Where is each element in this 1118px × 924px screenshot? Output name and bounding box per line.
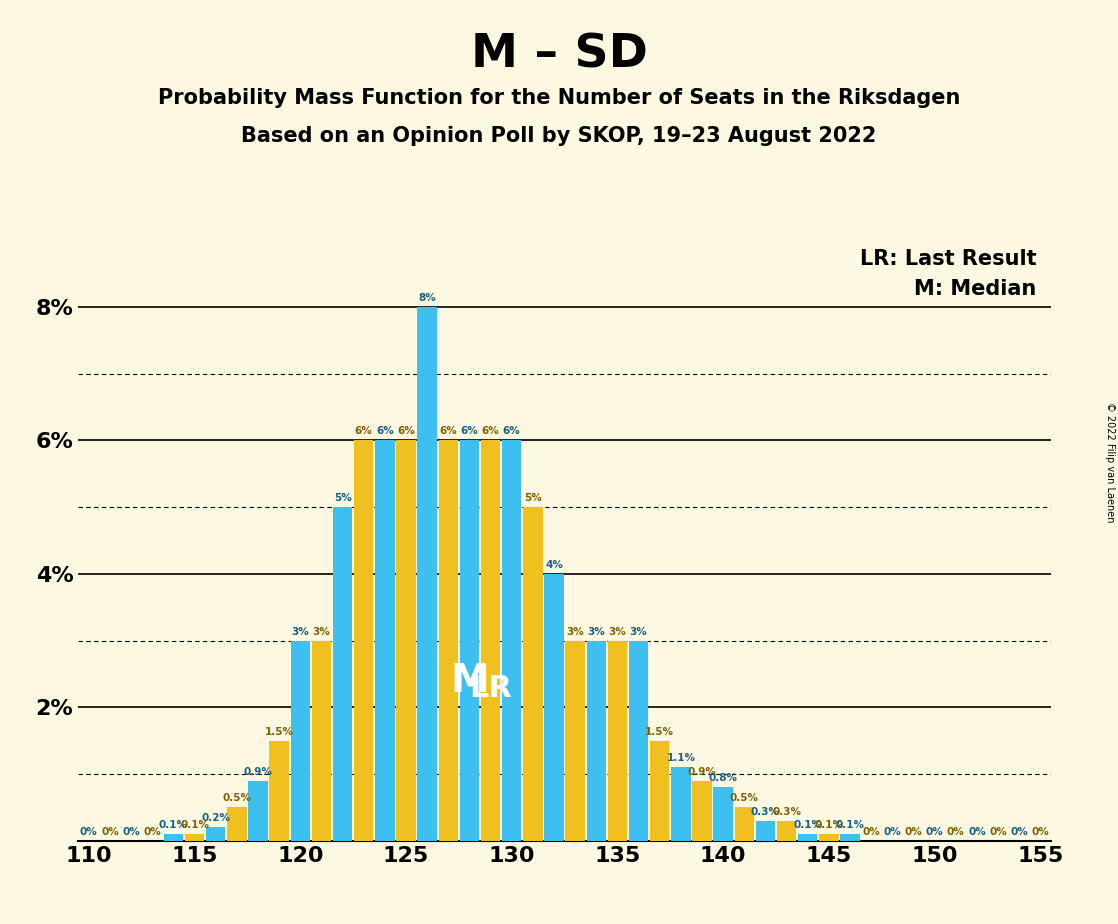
Bar — [376, 441, 395, 841]
Text: 6%: 6% — [397, 427, 415, 436]
Bar — [544, 574, 563, 841]
Bar — [312, 640, 331, 841]
Text: 1.5%: 1.5% — [265, 727, 294, 736]
Bar — [248, 781, 267, 841]
Bar — [291, 640, 310, 841]
Bar — [713, 787, 733, 841]
Text: M: Median: M: Median — [915, 279, 1036, 299]
Text: 0.1%: 0.1% — [794, 821, 822, 830]
Text: 6%: 6% — [354, 427, 372, 436]
Bar — [735, 808, 754, 841]
Text: 0.9%: 0.9% — [688, 767, 717, 777]
Text: 3%: 3% — [587, 626, 605, 637]
Text: M: M — [451, 662, 489, 699]
Text: 0%: 0% — [1011, 827, 1029, 837]
Text: 0.9%: 0.9% — [244, 767, 273, 777]
Text: 0.1%: 0.1% — [159, 821, 188, 830]
Bar — [459, 441, 480, 841]
Text: 3%: 3% — [567, 626, 584, 637]
Text: 3%: 3% — [313, 626, 330, 637]
Text: 0%: 0% — [968, 827, 986, 837]
Bar — [777, 821, 796, 841]
Bar — [650, 741, 670, 841]
Text: 0%: 0% — [80, 827, 97, 837]
Text: 6%: 6% — [503, 427, 521, 436]
Text: 0%: 0% — [947, 827, 965, 837]
Bar — [354, 441, 373, 841]
Text: 0%: 0% — [904, 827, 922, 837]
Text: 0%: 0% — [883, 827, 901, 837]
Bar — [417, 307, 437, 841]
Text: 0.8%: 0.8% — [709, 773, 738, 784]
Text: © 2022 Filip van Laenen: © 2022 Filip van Laenen — [1106, 402, 1115, 522]
Text: 0.1%: 0.1% — [814, 821, 843, 830]
Text: M – SD: M – SD — [471, 32, 647, 78]
Bar — [184, 834, 205, 841]
Text: 0%: 0% — [143, 827, 161, 837]
Bar — [608, 640, 627, 841]
Bar — [269, 741, 288, 841]
Text: 0.5%: 0.5% — [222, 794, 252, 804]
Text: LR: LR — [470, 675, 512, 703]
Text: 3%: 3% — [629, 626, 647, 637]
Text: Probability Mass Function for the Number of Seats in the Riksdagen: Probability Mass Function for the Number… — [158, 88, 960, 108]
Bar — [819, 834, 838, 841]
Text: 0%: 0% — [101, 827, 119, 837]
Bar — [227, 808, 247, 841]
Bar — [628, 640, 648, 841]
Text: 1.5%: 1.5% — [645, 727, 674, 736]
Text: 1.1%: 1.1% — [666, 753, 695, 763]
Text: 5%: 5% — [333, 493, 351, 504]
Text: 0.3%: 0.3% — [751, 807, 780, 817]
Text: 0%: 0% — [1032, 827, 1049, 837]
Text: Based on an Opinion Poll by SKOP, 19–23 August 2022: Based on an Opinion Poll by SKOP, 19–23 … — [241, 126, 877, 146]
Text: 0.3%: 0.3% — [773, 807, 802, 817]
Bar — [587, 640, 606, 841]
Bar — [481, 441, 501, 841]
Text: 6%: 6% — [376, 427, 394, 436]
Text: 4%: 4% — [546, 560, 563, 570]
Text: 0%: 0% — [862, 827, 880, 837]
Bar — [206, 828, 226, 841]
Text: 5%: 5% — [524, 493, 542, 504]
Text: LR: Last Result: LR: Last Result — [860, 249, 1036, 269]
Text: 3%: 3% — [608, 626, 626, 637]
Text: 0%: 0% — [989, 827, 1007, 837]
Text: 0.1%: 0.1% — [835, 821, 864, 830]
Text: 0%: 0% — [926, 827, 944, 837]
Bar — [566, 640, 585, 841]
Text: 8%: 8% — [418, 293, 436, 303]
Text: 6%: 6% — [482, 427, 500, 436]
Bar — [841, 834, 860, 841]
Bar — [438, 441, 458, 841]
Bar — [163, 834, 183, 841]
Bar — [502, 441, 521, 841]
Text: 6%: 6% — [461, 427, 479, 436]
Bar — [756, 821, 775, 841]
Text: 3%: 3% — [292, 626, 310, 637]
Text: 0.5%: 0.5% — [730, 794, 759, 804]
Bar — [671, 768, 691, 841]
Bar — [523, 507, 542, 841]
Bar — [798, 834, 817, 841]
Text: 6%: 6% — [439, 427, 457, 436]
Bar — [333, 507, 352, 841]
Text: 0.2%: 0.2% — [201, 813, 230, 823]
Bar — [692, 781, 712, 841]
Bar — [396, 441, 416, 841]
Text: 0.1%: 0.1% — [180, 821, 209, 830]
Text: 0%: 0% — [122, 827, 140, 837]
